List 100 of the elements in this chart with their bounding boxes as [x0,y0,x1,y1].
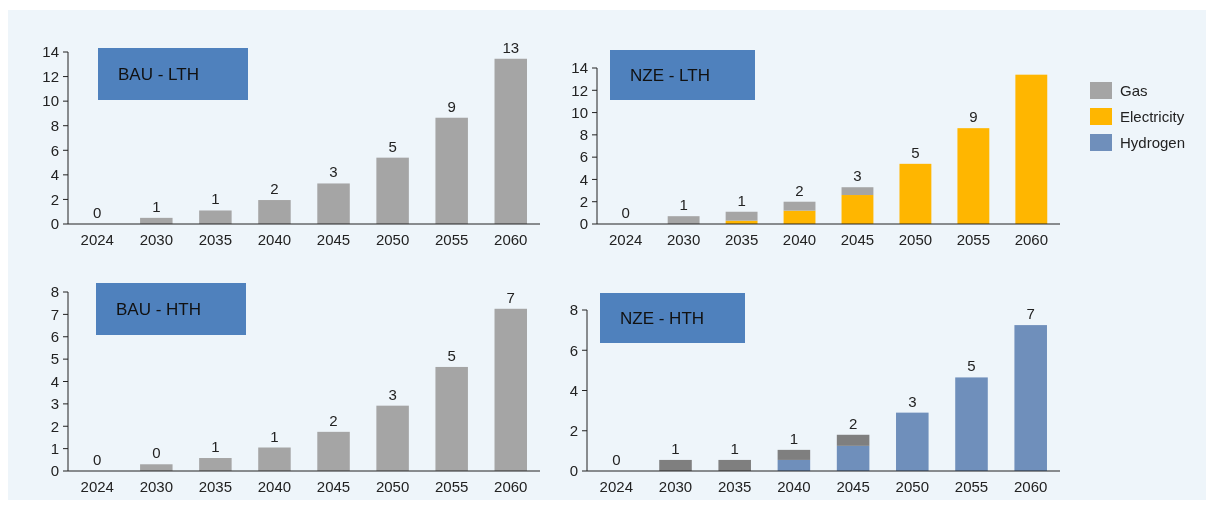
x-tick-label: 2060 [1014,231,1048,248]
y-tick-label: 6 [579,148,588,166]
data-label: 0 [93,451,102,468]
legend-label: Electricity [1120,108,1185,126]
x-tick-label: 2040 [782,231,817,248]
x-tick-label: 2045 [316,231,351,248]
x-tick-label: 2035 [718,478,752,495]
y-tick-label: 4 [579,170,588,188]
bar [494,308,527,471]
y-tick-label: 6 [50,141,59,159]
data-label: 1 [270,427,279,445]
y-tick-label: 12 [571,81,588,99]
bar [258,200,291,224]
x-tick-label: 2030 [666,231,701,248]
total-label: 1 [671,439,680,457]
data-label: 1 [211,190,220,208]
bar [841,187,874,196]
y-tick-label: 7 [50,305,59,323]
total-label: 5 [967,357,976,375]
bar [317,183,350,224]
legend-label: Hydrogen [1120,134,1186,152]
data-label: 3 [388,385,397,403]
y-tick-label: 14 [42,43,59,61]
x-tick-label: 2045 [836,478,870,495]
y-tick-label: 10 [571,103,588,121]
x-tick-label: 2055 [435,478,469,495]
data-label: 7 [506,288,515,306]
y-tick-label: 2 [579,192,588,210]
y-tick-label: 8 [50,116,59,134]
x-tick-label: 2045 [316,478,351,495]
data-label: 5 [447,346,456,364]
total-label: 2 [795,181,804,199]
total-label: 1 [730,439,739,457]
bar [836,445,870,471]
data-label: 5 [388,137,397,155]
total-label: 1 [737,191,746,209]
bar [494,58,527,224]
data-label: 13 [502,38,520,56]
bar [718,459,751,471]
bar [899,163,932,224]
bar [955,377,988,471]
y-tick-label: 0 [569,462,578,480]
x-tick-label: 2060 [494,231,528,248]
x-tick-label: 2035 [724,231,759,248]
total-label: 5 [911,143,920,161]
bar [725,211,758,221]
bar [317,431,350,471]
bar [435,366,468,471]
bar [258,447,291,471]
x-tick-label: 2060 [1014,478,1048,495]
y-tick-label: 14 [571,59,588,77]
data-label: 3 [329,163,338,181]
y-tick-label: 0 [579,215,588,233]
x-tick-label: 2024 [609,231,643,248]
bar [376,405,409,471]
x-tick-label: 2050 [375,231,410,248]
total-label: 3 [908,392,917,410]
total-label: 7 [1026,305,1035,323]
x-tick-label: 2024 [599,478,633,495]
bar [435,117,468,224]
y-tick-label: 5 [50,350,59,368]
bar [896,412,929,471]
total-label: 1 [789,429,799,447]
x-tick-label: 2040 [257,478,292,495]
y-tick-label: 2 [569,422,578,439]
x-tick-label: 2035 [198,231,233,248]
x-tick-label: 2030 [139,231,173,248]
bar [376,157,409,224]
bar [199,210,232,224]
x-tick-label: 2045 [840,231,875,248]
total-label: 1 [679,196,688,214]
total-label: 0 [621,204,630,221]
y-tick-label: 3 [50,395,59,413]
x-tick-label: 2050 [895,478,929,495]
y-tick-label: 0 [50,215,59,233]
y-tick-label: 4 [569,381,578,399]
total-label: 9 [969,108,978,126]
y-tick-label: 8 [569,301,578,319]
y-tick-label: 12 [42,67,59,85]
x-tick-label: 2055 [435,231,469,248]
bar [1014,325,1047,471]
x-tick-label: 2055 [956,231,991,248]
x-tick-label: 2040 [777,478,811,495]
total-label: 3 [853,167,862,185]
x-tick-label: 2030 [139,478,173,495]
x-tick-label: 2030 [658,478,693,495]
data-label: 9 [447,97,456,115]
bar [783,201,816,211]
x-tick-label: 2024 [80,478,114,495]
data-label: 1 [211,438,220,456]
bar [667,216,700,224]
y-tick-label: 6 [569,341,578,359]
bar [659,459,692,471]
x-tick-label: 2050 [375,478,410,495]
text: BAU - HTH [116,299,201,319]
bar [140,464,173,471]
x-tick-label: 2024 [80,231,114,248]
y-tick-label: 0 [50,462,59,480]
y-tick-label: 4 [50,166,59,184]
data-label: 0 [93,204,102,221]
